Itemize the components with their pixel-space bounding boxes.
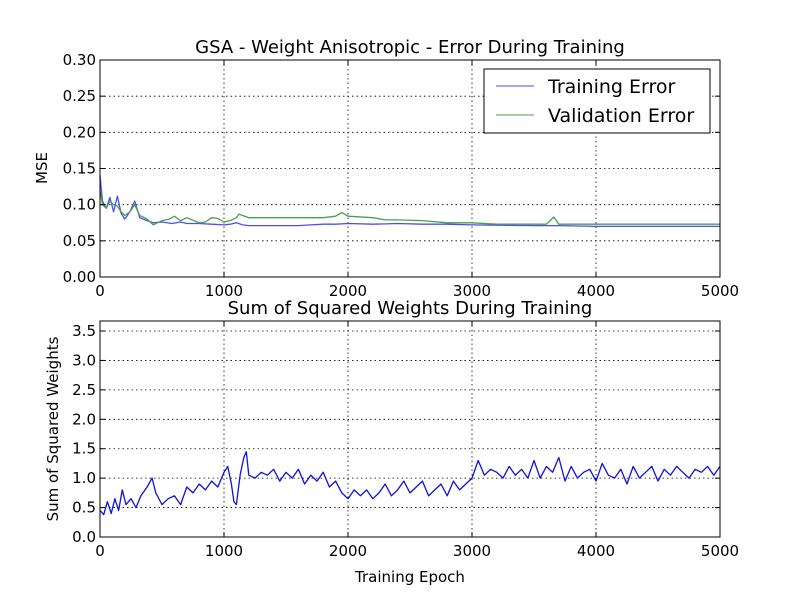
- legend-box: [483, 68, 711, 134]
- weights-y-tick-label: 0.0: [72, 528, 96, 546]
- weights-y-tick-label: 3.5: [72, 322, 96, 340]
- weights-x-tick-label: 3000: [453, 542, 491, 560]
- legend: Training Error Validation Error: [483, 68, 711, 134]
- error-y-tick-label: 0.25: [63, 87, 96, 105]
- weights-subplot: Sum of Squared Weights During Training S…: [44, 298, 739, 586]
- weights-x-axis-label: Training Epoch: [354, 568, 465, 586]
- legend-label-validation: Validation Error: [548, 105, 694, 127]
- weights-series-line-0: [99, 451, 721, 516]
- weights-series-lines: [99, 451, 721, 516]
- weights-y-tick-label: 2.0: [72, 410, 96, 428]
- error-subplot: GSA - Weight Anisotropic - Error During …: [33, 37, 739, 300]
- weights-y-tick-label: 1.5: [72, 440, 96, 458]
- error-x-tick-label: 5000: [701, 282, 739, 300]
- error-y-tick-label: 0.15: [63, 160, 96, 178]
- error-x-tick-label: 1000: [205, 282, 243, 300]
- error-series-line-0: [99, 175, 720, 228]
- error-y-tick-label: 0.20: [63, 123, 96, 141]
- error-x-tick-label: 2000: [329, 282, 367, 300]
- error-y-tick-label: 0.05: [63, 232, 96, 250]
- error-tick-labels: 0 1000 2000 3000 4000 5000 0.00 0.05 0.10 0.15 0.2…: [63, 51, 740, 300]
- error-plot-frame: [99, 59, 721, 278]
- error-y-tick-label: 0.00: [63, 268, 96, 286]
- error-y-axis-label: MSE: [33, 152, 51, 184]
- error-y-tick-label: 0.30: [63, 51, 96, 69]
- error-x-tick-label: 4000: [577, 282, 615, 300]
- weights-plot-frame: [99, 320, 721, 538]
- error-x-tick-label: 3000: [453, 282, 491, 300]
- legend-label-training: Training Error: [547, 76, 676, 98]
- weights-x-tick-label: 1000: [205, 542, 243, 560]
- error-y-tick-label: 0.10: [63, 196, 96, 214]
- weights-x-tick-label: 0: [95, 542, 105, 560]
- weights-chart-title: Sum of Squared Weights During Training: [228, 298, 593, 319]
- error-series-line-1: [99, 190, 720, 226]
- weights-y-tick-label: 1.0: [72, 469, 96, 487]
- weights-x-tick-label: 5000: [701, 542, 739, 560]
- error-x-tick-label: 0: [95, 282, 105, 300]
- weights-x-tick-label: 2000: [329, 542, 367, 560]
- error-chart-title: GSA - Weight Anisotropic - Error During …: [195, 37, 625, 58]
- weights-y-tick-label: 3.0: [72, 351, 96, 369]
- weights-y-axis-label: Sum of Squared Weights: [44, 336, 62, 521]
- error-series-lines: [99, 175, 720, 228]
- weights-x-tick-label: 4000: [577, 542, 615, 560]
- weights-y-tick-label: 0.5: [72, 499, 96, 517]
- weights-y-tick-label: 2.5: [72, 381, 96, 399]
- weights-tick-labels: 0 1000 2000 3000 4000 5000 0.0 0.5 1.0 1.5 2.0 2.5 3…: [72, 321, 739, 560]
